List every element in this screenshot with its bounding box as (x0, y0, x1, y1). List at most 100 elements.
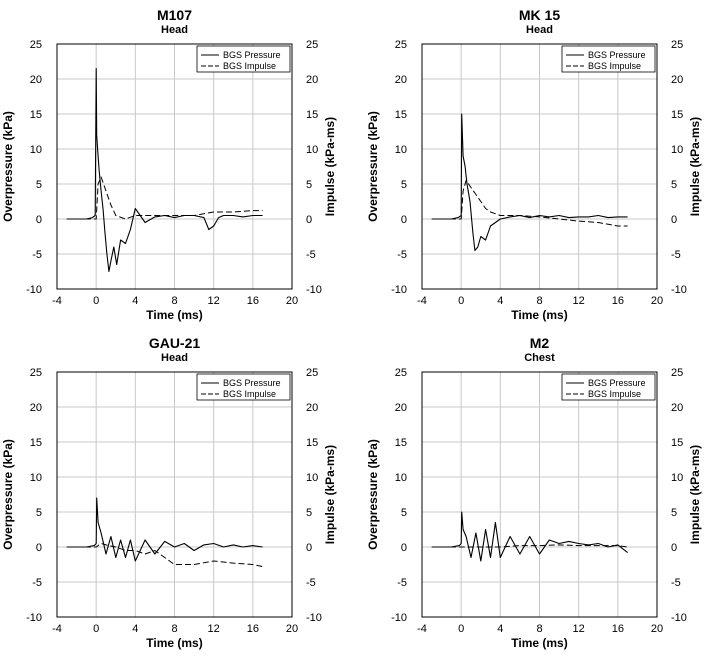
y-tick-label: 10 (395, 472, 407, 484)
y-tick-label: 5 (36, 507, 42, 519)
y-tick-label: 25 (30, 39, 42, 51)
x-tick-label: 16 (612, 295, 624, 307)
legend-entry: BGS Impulse (588, 61, 641, 71)
impulse-series-line (431, 544, 628, 548)
y2-tick-label: 15 (671, 437, 683, 449)
legend-box (196, 45, 291, 73)
x-tick-label: 20 (286, 295, 298, 307)
y2-axis-label: Impulse (kPa-ms) (688, 117, 702, 216)
x-tick-label: 0 (93, 623, 99, 635)
y2-tick-label: -5 (306, 577, 316, 589)
y2-tick-label: 5 (306, 507, 312, 519)
x-tick-label: 8 (171, 623, 177, 635)
y-tick-label: 25 (30, 367, 42, 379)
y2-tick-label: 10 (671, 472, 683, 484)
y-tick-label: 0 (36, 542, 42, 554)
y-axis-label: Overpressure (kPa) (1, 111, 15, 222)
y2-tick-label: 25 (671, 367, 683, 379)
plot-frame (421, 371, 658, 618)
pressure-series-line (431, 113, 628, 252)
y-tick-label: 15 (30, 109, 42, 121)
y2-tick-label: 0 (306, 214, 312, 226)
y-tick-label: 0 (401, 214, 407, 226)
y-tick-label: -5 (32, 577, 42, 589)
legend-box (196, 373, 291, 401)
x-tick-label: 12 (208, 623, 220, 635)
pressure-series-line (66, 67, 263, 273)
impulse-series-line (66, 543, 263, 568)
x-tick-label: 20 (651, 295, 663, 307)
y-tick-label: -10 (26, 284, 42, 296)
x-tick-label: 16 (247, 623, 259, 635)
legend-box (561, 373, 656, 401)
y-tick-label: 15 (395, 437, 407, 449)
chart-title: GAU-21 (149, 335, 201, 351)
y2-tick-label: 25 (306, 39, 318, 51)
x-tick-label: 0 (93, 295, 99, 307)
y2-tick-label: 0 (671, 214, 677, 226)
y2-tick-label: -10 (306, 612, 322, 624)
x-tick-label: 8 (171, 295, 177, 307)
x-tick-label: -4 (52, 623, 62, 635)
y-tick-label: -10 (391, 284, 407, 296)
legend-entry: BGS Impulse (588, 389, 641, 399)
chart-subtitle: Head (161, 352, 188, 364)
y-tick-label: 15 (30, 437, 42, 449)
y2-tick-label: 5 (306, 179, 312, 191)
y-tick-label: -5 (397, 249, 407, 261)
x-tick-label: 12 (573, 295, 585, 307)
y2-tick-label: -10 (306, 284, 322, 296)
x-axis-label: Time (ms) (511, 308, 567, 322)
x-tick-label: 8 (536, 295, 542, 307)
x-tick-label: -4 (417, 623, 427, 635)
legend-box (561, 45, 656, 73)
y-tick-label: -5 (32, 249, 42, 261)
y2-tick-label: 15 (671, 109, 683, 121)
y2-tick-label: 20 (306, 74, 318, 86)
x-tick-label: 12 (573, 623, 585, 635)
y-tick-label: 0 (401, 542, 407, 554)
y-tick-label: -5 (397, 577, 407, 589)
pressure-series-line (431, 511, 628, 562)
x-tick-label: -4 (52, 295, 62, 307)
legend-entry: BGS Pressure (588, 50, 646, 60)
y-tick-label: 25 (395, 367, 407, 379)
y-tick-label: 15 (395, 109, 407, 121)
x-tick-label: 4 (132, 295, 138, 307)
legend-entry: BGS Impulse (223, 61, 276, 71)
y-axis-label: Overpressure (kPa) (366, 439, 380, 550)
legend-entry: BGS Pressure (223, 378, 281, 388)
chart-title: MK 15 (519, 7, 560, 23)
y2-tick-label: -5 (306, 249, 316, 261)
y-tick-label: 0 (36, 214, 42, 226)
x-tick-label: -4 (417, 295, 427, 307)
y-tick-label: -10 (391, 612, 407, 624)
x-axis-label: Time (ms) (511, 636, 567, 650)
y2-tick-label: 20 (671, 402, 683, 414)
x-axis-label: Time (ms) (146, 308, 202, 322)
y2-tick-label: 25 (671, 39, 683, 51)
x-tick-label: 20 (286, 623, 298, 635)
y2-tick-label: 0 (306, 542, 312, 554)
y2-tick-label: 20 (671, 74, 683, 86)
impulse-series-line (66, 176, 263, 220)
x-tick-label: 0 (458, 623, 464, 635)
y2-tick-label: -10 (671, 284, 687, 296)
x-tick-label: 20 (651, 623, 663, 635)
legend-entry: BGS Pressure (588, 378, 646, 388)
y2-axis-label: Impulse (kPa-ms) (688, 445, 702, 544)
y2-axis-label: Impulse (kPa-ms) (323, 445, 337, 544)
y-tick-label: 5 (401, 507, 407, 519)
legend-entry: BGS Pressure (223, 50, 281, 60)
y-axis-label: Overpressure (kPa) (1, 439, 15, 550)
chart-subtitle: Head (161, 24, 188, 36)
y2-axis-label: Impulse (kPa-ms) (323, 117, 337, 216)
